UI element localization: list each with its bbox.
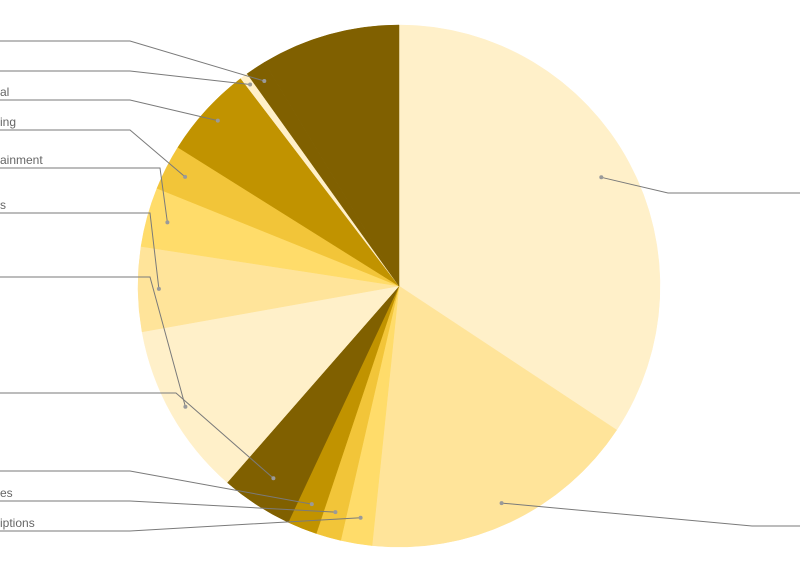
pie-slice-1 bbox=[398, 24, 661, 431]
slice-label-10: ing bbox=[0, 115, 16, 129]
leader-lines bbox=[0, 40, 800, 532]
leader-line-1 bbox=[601, 176, 800, 194]
leader-line-2 bbox=[501, 502, 800, 527]
leader-line-12 bbox=[0, 70, 251, 85]
leader-line-8 bbox=[0, 212, 160, 289]
leader-anchor-8 bbox=[156, 286, 161, 291]
leader-anchor-7 bbox=[183, 404, 188, 409]
leader-line-5 bbox=[0, 470, 312, 505]
leader-line-4 bbox=[0, 500, 336, 513]
leader-anchor-2 bbox=[499, 501, 504, 506]
slice-label-8: s bbox=[0, 198, 6, 212]
leader-anchor-4 bbox=[333, 510, 338, 515]
pie-slice-2 bbox=[371, 285, 618, 548]
leader-line-3 bbox=[0, 517, 361, 532]
leader-line-6 bbox=[0, 392, 274, 479]
leader-anchor-6 bbox=[271, 476, 276, 481]
leader-anchor-10 bbox=[183, 174, 188, 179]
pie-slices bbox=[137, 24, 661, 548]
leader-anchor-3 bbox=[358, 515, 363, 520]
leader-anchor-1 bbox=[599, 175, 604, 180]
slice-label-9: ainment bbox=[0, 153, 43, 167]
leader-anchor-13 bbox=[262, 79, 267, 83]
pie-slice-7 bbox=[141, 285, 400, 483]
leader-anchor-5 bbox=[309, 502, 314, 507]
leader-line-7 bbox=[0, 276, 186, 407]
leader-line-13 bbox=[0, 40, 265, 82]
slice-label-3: iptions bbox=[0, 516, 35, 530]
leader-line-11 bbox=[0, 99, 218, 122]
slice-labels: iptions es s ainment ing al bbox=[0, 85, 43, 530]
pie-slice-14 bbox=[264, 24, 400, 287]
leader-anchor-11 bbox=[215, 118, 220, 123]
leader-anchor-12 bbox=[248, 82, 253, 87]
slice-label-4: es bbox=[0, 486, 13, 500]
leader-line-9 bbox=[0, 167, 168, 223]
leader-line-10 bbox=[0, 129, 186, 178]
leader-anchor-9 bbox=[165, 220, 170, 225]
slice-label-11: al bbox=[0, 85, 9, 99]
